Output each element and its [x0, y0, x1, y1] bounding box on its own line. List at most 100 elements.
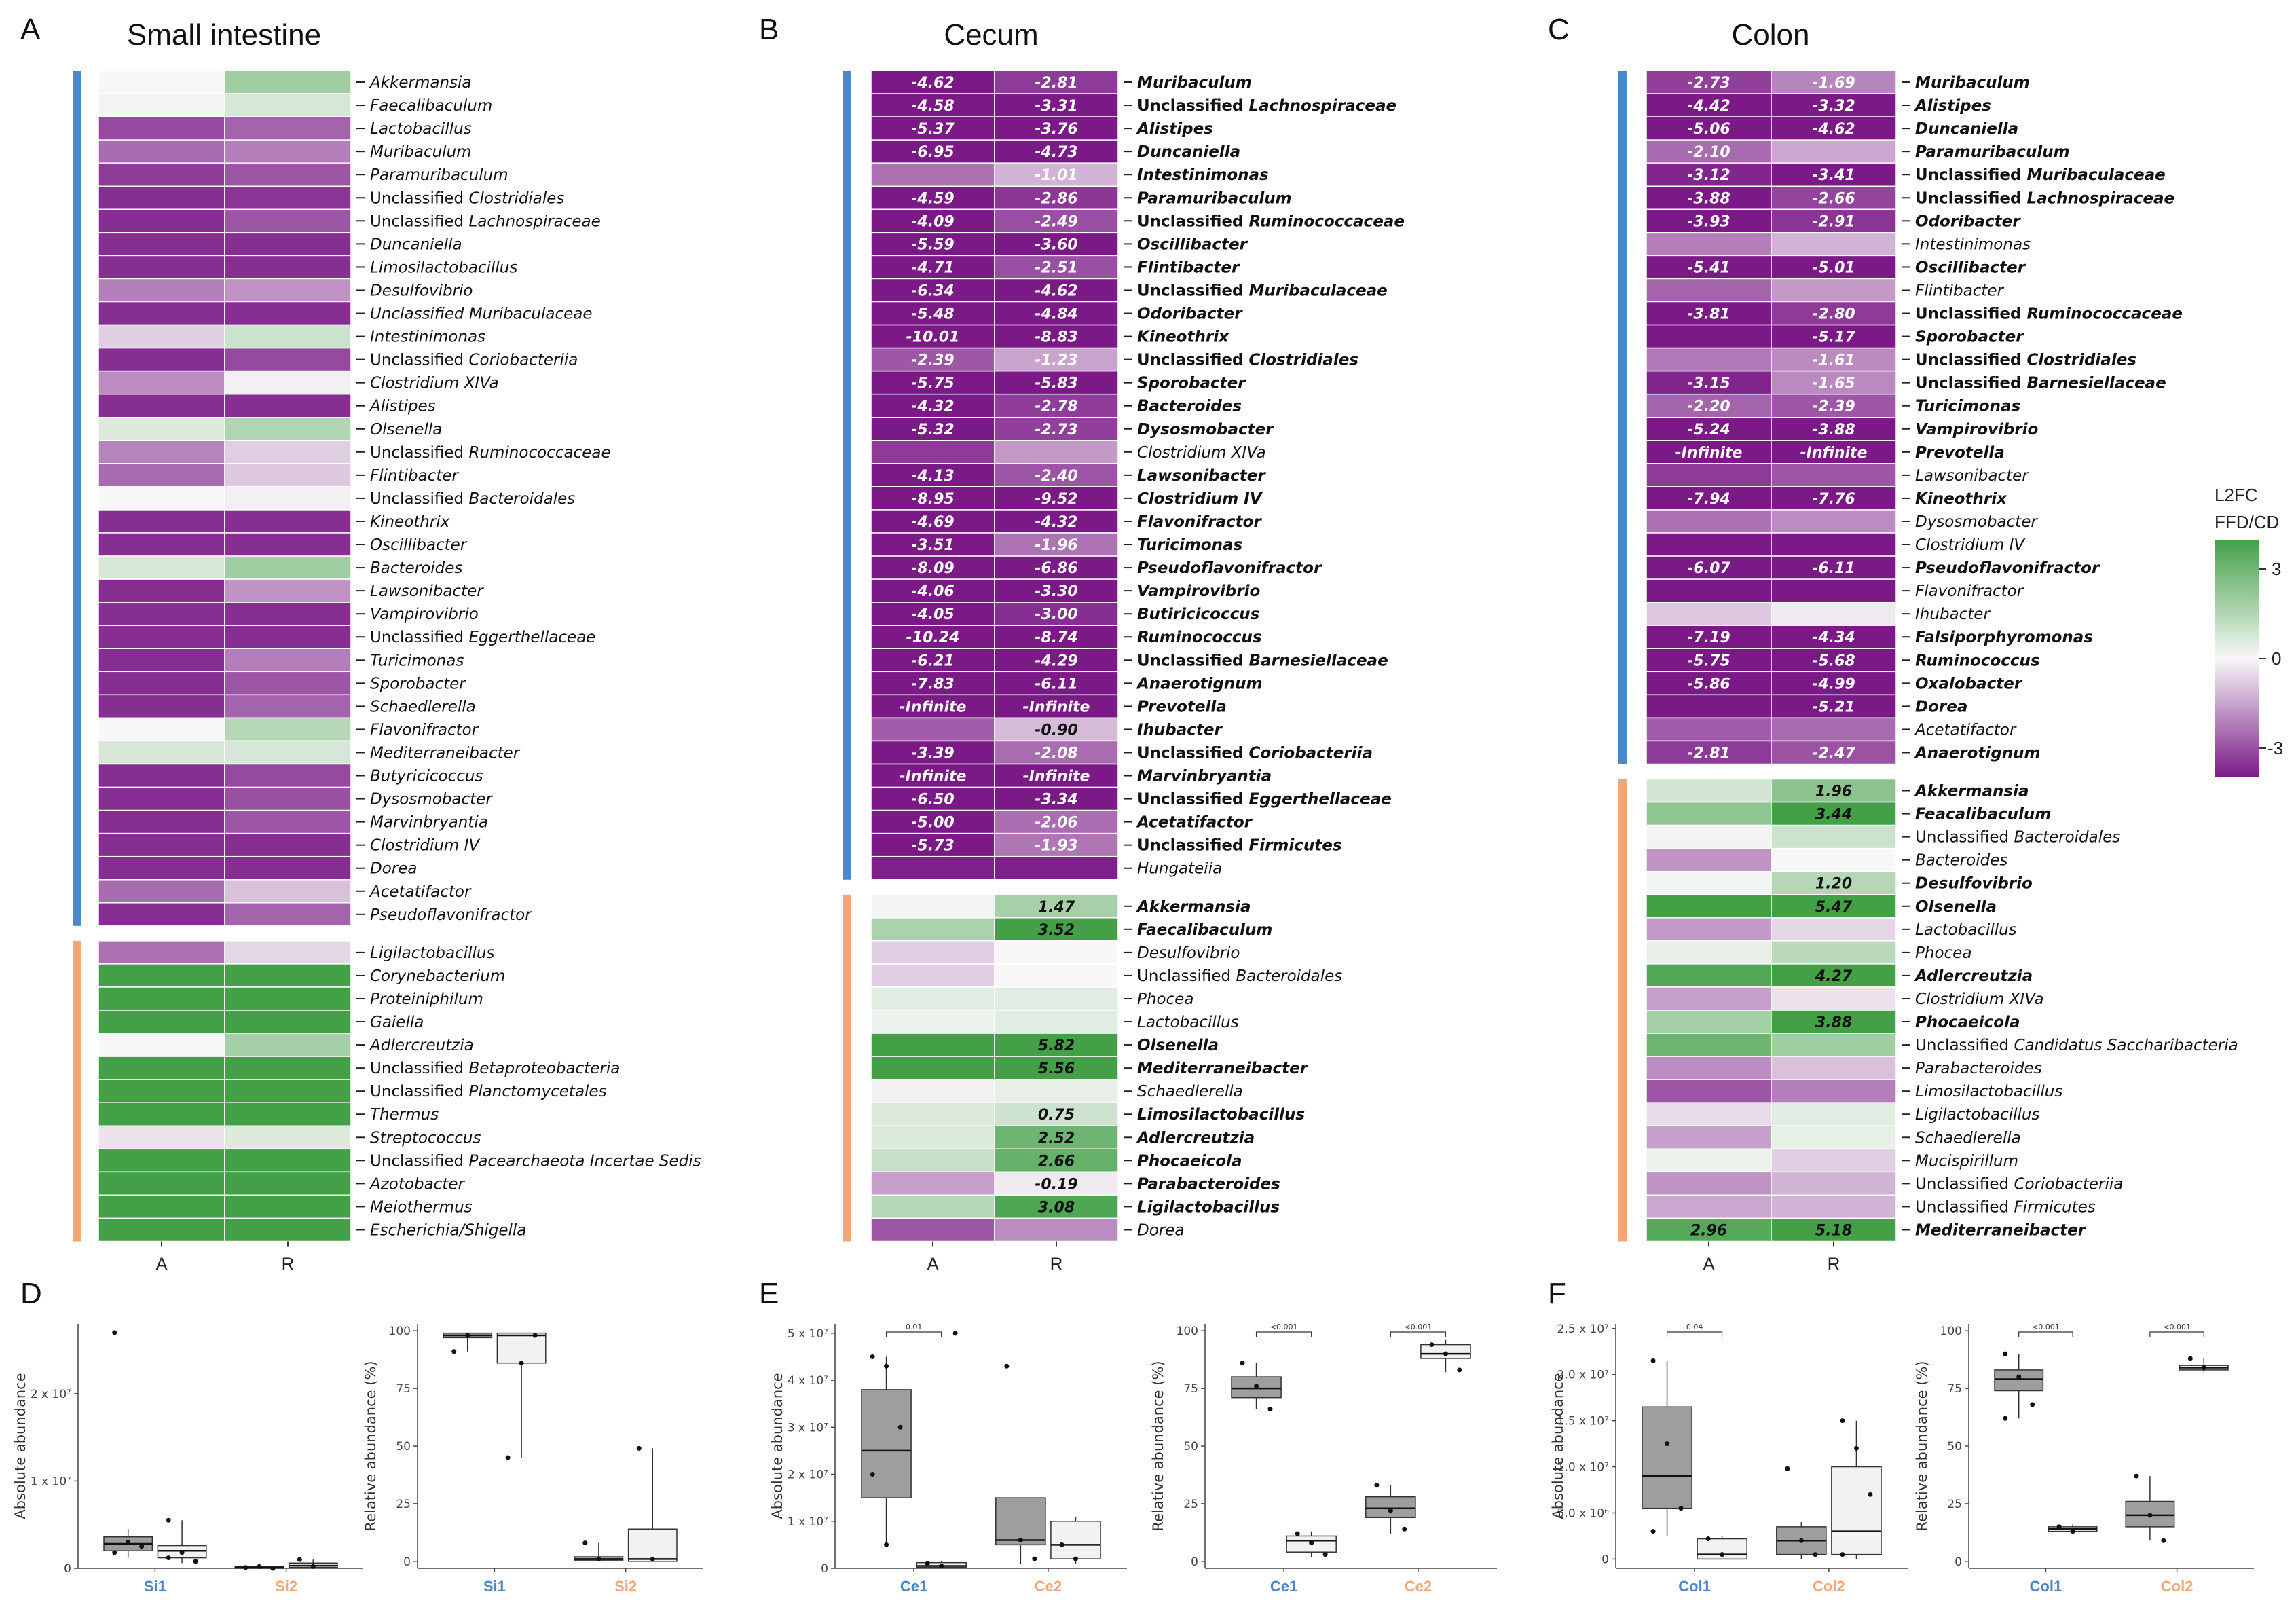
- taxon-label-pseudoflavonifractor: Pseudoflavonifractor: [370, 906, 532, 924]
- data-point: [1840, 1418, 1845, 1424]
- group-bar-orange: [73, 940, 81, 1242]
- taxon-name: Flintibacter: [370, 467, 460, 485]
- cell-a-limosilactobacillus: [1646, 1079, 1772, 1103]
- cell-value-a-anaerotignum: -2.81: [1687, 745, 1730, 762]
- taxon-name: Clostridium XIVa: [1137, 444, 1266, 462]
- cell-a-sporobacter: [98, 671, 225, 696]
- cell-r-flavonifractor: [224, 717, 352, 742]
- cell-r-desulfovibrio: [224, 278, 352, 303]
- cell-r-flintibacter: [1771, 278, 1897, 303]
- taxon-name: Flavonifractor: [1915, 582, 2024, 600]
- taxon-name: Flintibacter: [1137, 259, 1240, 276]
- cell-r-paramuribaculum: [1771, 139, 1897, 164]
- cell-value-a-unclassified-eggerthellaceae: -6.50: [911, 792, 954, 809]
- taxon-label-sporobacter: Sporobacter: [1137, 375, 1246, 392]
- cell-a-phocea: [1646, 940, 1772, 965]
- taxon-name: Adlercreutzia: [1914, 967, 2033, 985]
- data-point: [2030, 1402, 2035, 1407]
- taxon-label-unclassified-planctomycetales: Unclassified Planctomycetales: [370, 1083, 607, 1101]
- cell-r-unclassified-clostridiales: [224, 185, 352, 210]
- data-point: [884, 1542, 889, 1547]
- taxon-label-streptococcus: Streptococcus: [370, 1129, 481, 1147]
- cell-a-ihubacter: [1646, 602, 1772, 626]
- cell-value-r-oscillibacter: -3.60: [1035, 236, 1077, 253]
- y-tick-label: 2.5 x 10⁷: [1557, 1323, 1610, 1336]
- cell-a-akkermansia: [98, 70, 225, 94]
- taxon-label-unclassified-coriobacteriia: Unclassified Coriobacteriia: [370, 352, 578, 369]
- panel-label-e: E: [759, 1277, 779, 1310]
- taxon-name: Ruminococcaceae: [2026, 306, 2182, 323]
- taxon-name: Akkermansia: [1136, 898, 1251, 916]
- cell-r-vampirovibrio: [994, 578, 1119, 603]
- cell-r-mucispirillum: [1771, 1148, 1897, 1173]
- cell-a-streptococcus: [98, 1125, 225, 1150]
- taxon-label-olsenella: Olsenella: [1915, 898, 1997, 916]
- taxon-name: Anaerotignum: [1136, 675, 1263, 692]
- cell-r-faecalibaculum: [994, 917, 1119, 942]
- data-point: [1868, 1492, 1873, 1497]
- taxon-name: Vampirovibrio: [1915, 421, 2038, 439]
- taxon-label-sporobacter: Sporobacter: [370, 675, 466, 692]
- cell-a-marvinbryantia: [98, 809, 225, 834]
- cell-value-a-paramuribaculum: -4.59: [911, 190, 954, 207]
- taxon-name: Adlercreutzia: [369, 1037, 474, 1054]
- y-tick-label: 2.0 x 10⁷: [1557, 1369, 1610, 1382]
- taxon-name: Duncaniella: [1915, 120, 2018, 138]
- y-tick-label: 25: [396, 1498, 411, 1511]
- p-value-label: <0.001: [1270, 1323, 1298, 1331]
- panel-label-d: D: [20, 1277, 42, 1310]
- y-tick-label: 1.0 x 10⁷: [1557, 1461, 1610, 1475]
- cell-a-vampirovibrio: [1646, 417, 1772, 441]
- cell-r-unclassified-coriobacteriia: [994, 740, 1119, 765]
- cell-value-r-alistipes: -3.32: [1812, 98, 1855, 115]
- taxon-name: Lactobacillus: [370, 120, 472, 138]
- taxon-name: Acetatifactor: [1136, 814, 1253, 832]
- cell-value-r-vampirovibrio: -3.88: [1812, 422, 1855, 439]
- cell-a-paramuribaculum: [98, 162, 225, 187]
- color-legend: L2FC FFD/CD 3 0 -3: [2215, 485, 2283, 777]
- cell-value-r-flintibacter: -2.51: [1035, 259, 1077, 276]
- data-point: [1267, 1407, 1273, 1412]
- y-axis-label: Relative abundance (%): [1150, 1361, 1166, 1531]
- cell-a-paramuribaculum: [870, 185, 995, 210]
- y-tick-label: 1 x 10⁷: [31, 1475, 71, 1488]
- significance-bracket: [1390, 1331, 1447, 1337]
- taxon-label-flavonifractor: Flavonifractor: [1137, 513, 1262, 531]
- data-point: [596, 1556, 601, 1561]
- taxon-label-alistipes: Alistipes: [1914, 97, 1991, 115]
- taxon-prefix: Unclassified: [1137, 837, 1248, 855]
- data-point: [1429, 1342, 1434, 1348]
- taxon-label-oxalobacter: Oxalobacter: [1915, 675, 2023, 692]
- taxon-prefix: Unclassified: [1137, 352, 1248, 369]
- cell-a-gaiella: [98, 1010, 225, 1034]
- cell-a-butyricicoccus: [98, 763, 225, 788]
- cell-r-turicimonas: [224, 648, 352, 673]
- taxon-name: Butyricicoccus: [370, 768, 483, 785]
- cell-r-mediterraneibacter: [994, 1056, 1119, 1080]
- taxon-label-clostridium-iv: Clostridium IV: [1915, 536, 2026, 554]
- taxon-name: Olsenella: [370, 421, 442, 439]
- cell-a-azotobacter: [98, 1171, 225, 1196]
- data-point: [1254, 1384, 1259, 1389]
- taxon-label-vampirovibrio: Vampirovibrio: [370, 606, 479, 623]
- taxon-label-lactobacillus: Lactobacillus: [370, 120, 472, 138]
- y-axis-label: Absolute abundance: [12, 1373, 29, 1519]
- cell-a-acetatifactor: [870, 809, 995, 834]
- data-point: [870, 1354, 875, 1359]
- data-point: [193, 1559, 198, 1564]
- y-tick-label: 75: [1947, 1382, 1962, 1396]
- cell-a-desulfovibrio: [98, 278, 225, 303]
- significance-bracket: [2018, 1331, 2073, 1337]
- cell-r-unclassified-lachnospiraceae: [224, 208, 352, 234]
- taxon-name: Streptococcus: [370, 1129, 481, 1147]
- taxon-label-intestinimonas: Intestinimonas: [370, 329, 485, 346]
- cell-value-r-ruminococcus: -8.74: [1035, 629, 1077, 646]
- cell-value-a-alistipes: -5.37: [911, 121, 955, 138]
- taxon-name: Duncaniella: [370, 236, 462, 253]
- cell-value-a-bacteroides: -4.32: [911, 399, 954, 415]
- y-tick-label: 100: [1177, 1325, 1198, 1338]
- cell-r-olsenella: [1771, 894, 1897, 919]
- taxon-label-gaiella: Gaiella: [370, 1014, 424, 1031]
- taxon-name: Faecalibaculum: [1137, 921, 1272, 939]
- y-tick-label: 75: [1183, 1382, 1198, 1396]
